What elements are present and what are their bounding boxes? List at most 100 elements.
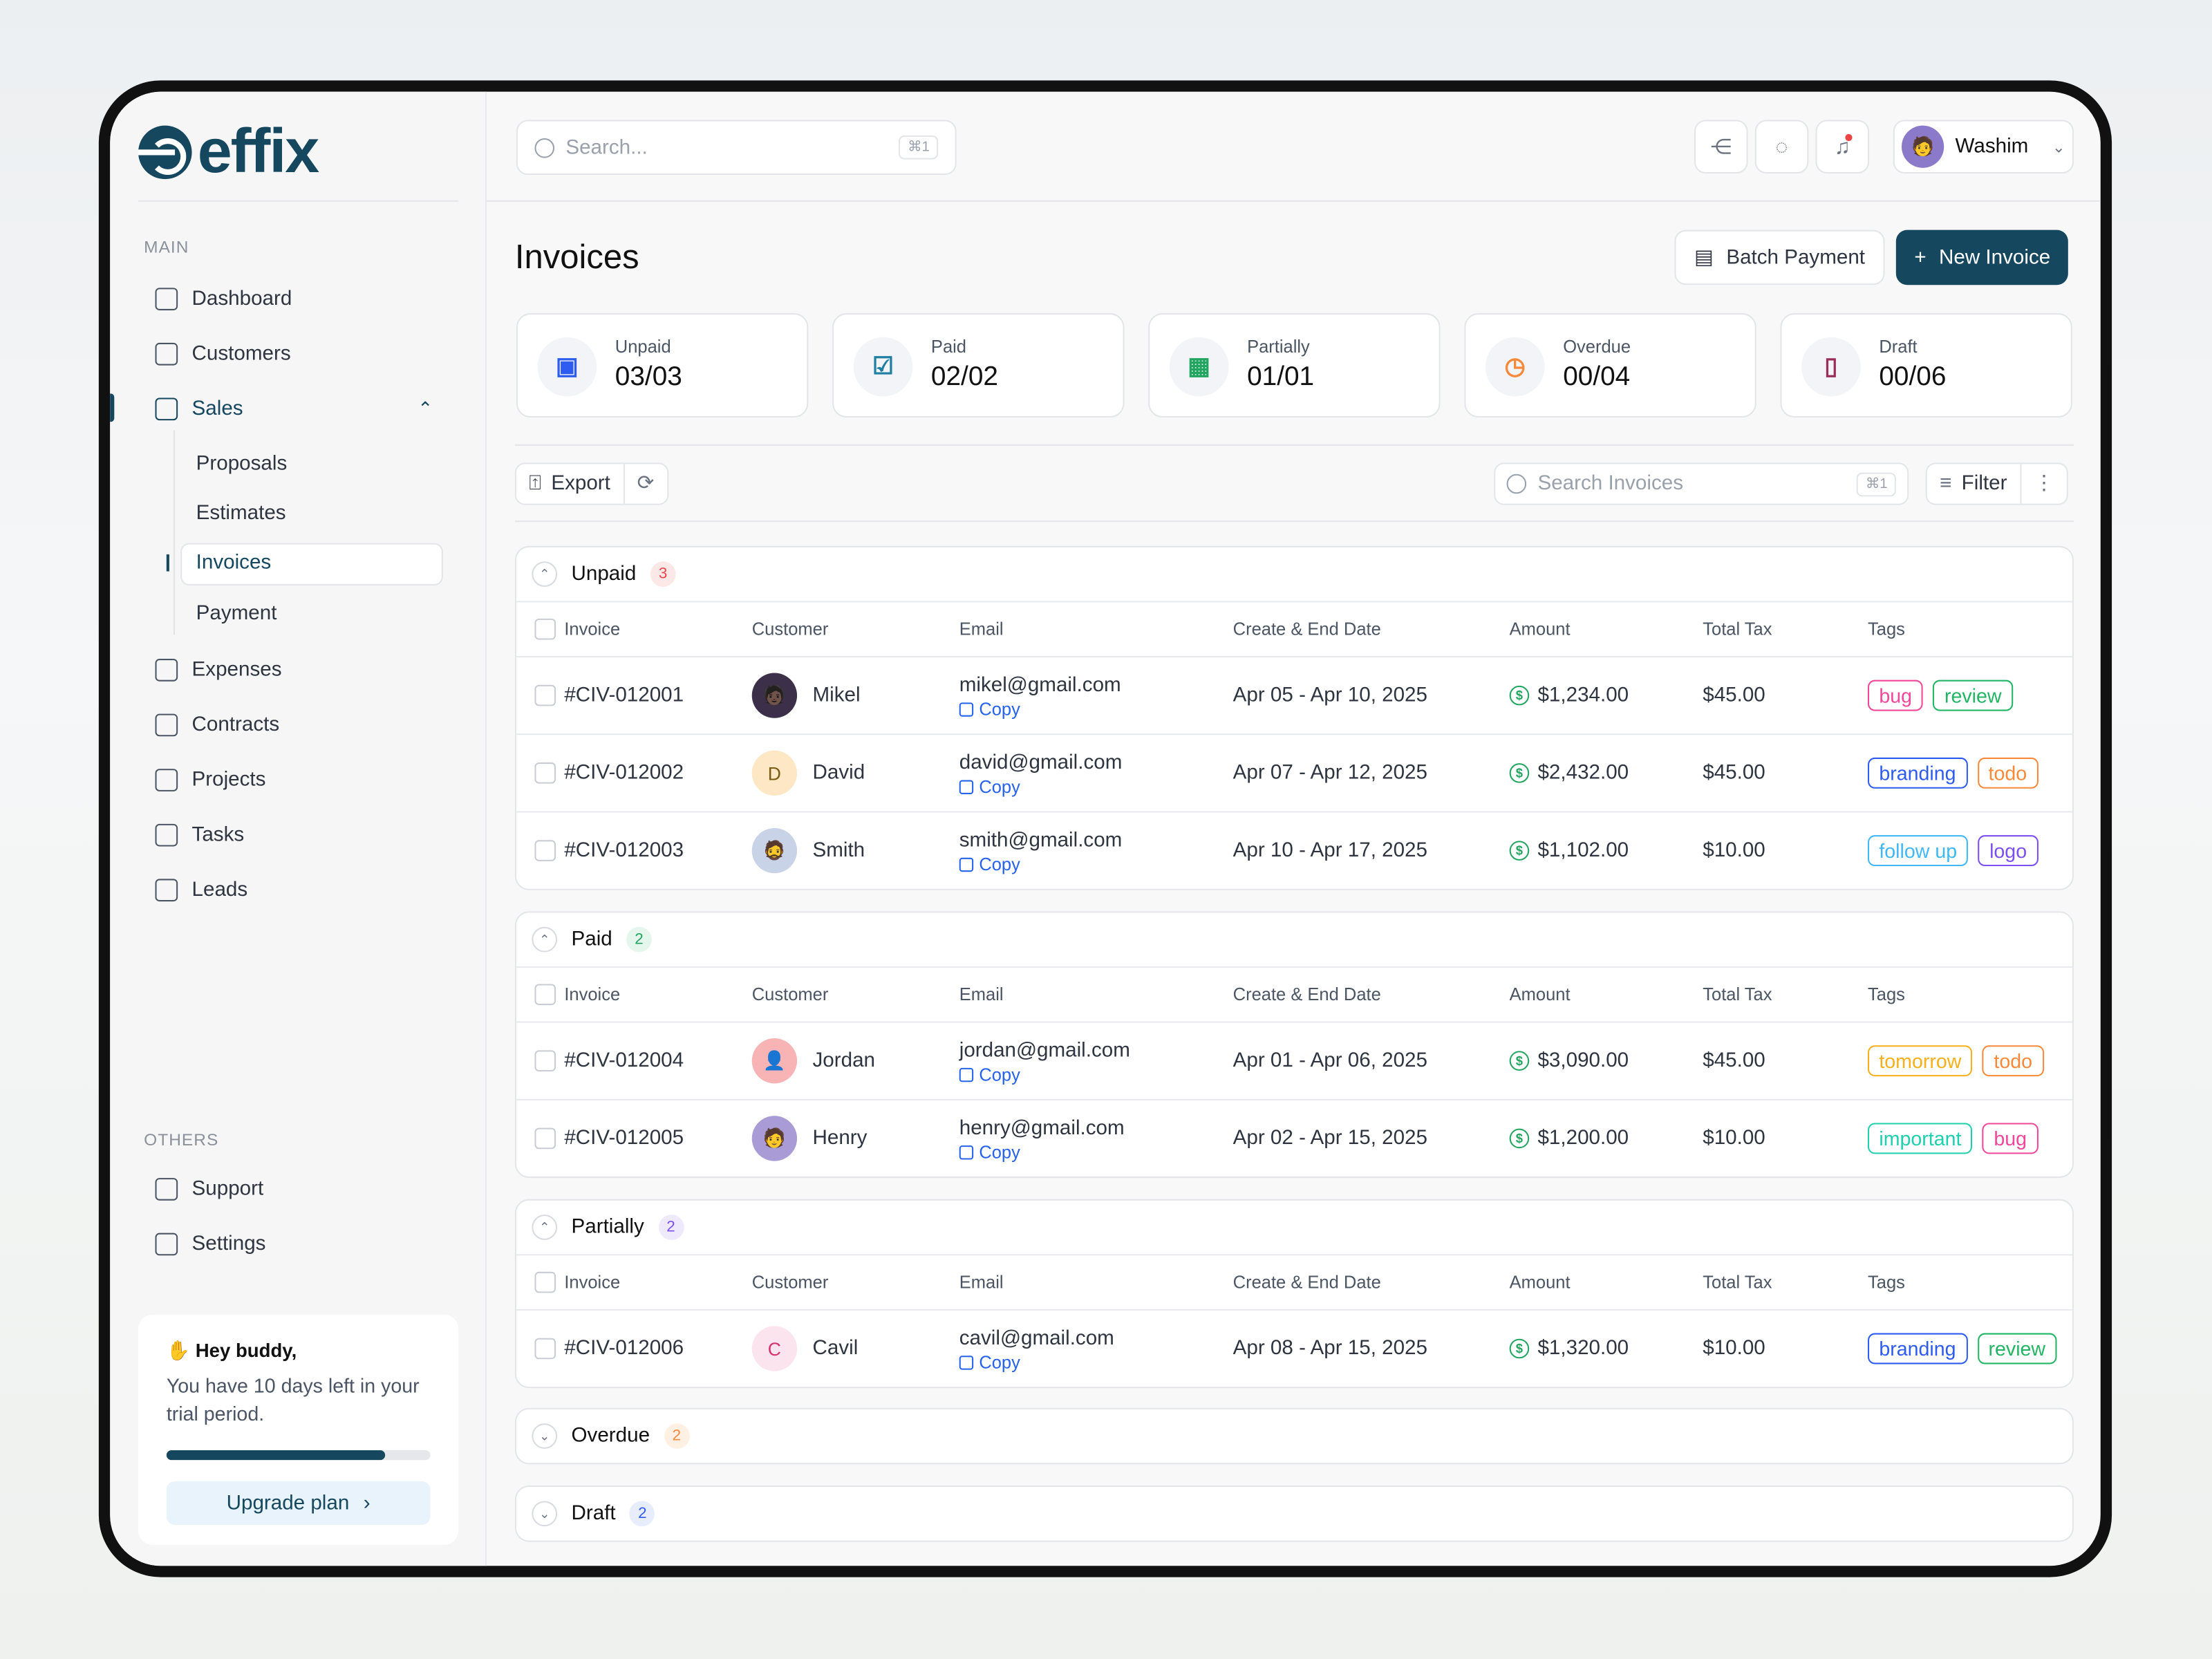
tag-badge[interactable]: tomorrow [1868, 1045, 1973, 1077]
new-invoice-button[interactable]: + New Invoice [1895, 229, 2069, 285]
sidebar-item-customers[interactable]: Customers [155, 337, 291, 371]
column-header: Email [959, 984, 1004, 1005]
sidebar-item-settings[interactable]: Settings [155, 1227, 265, 1261]
group-header[interactable]: ⌃ Unpaid 3 [516, 547, 2072, 601]
tag-badge[interactable]: branding [1868, 757, 1967, 789]
invoice-group-unpaid: ⌃ Unpaid 3 Invoice Customer Email Create & End… [514, 545, 2074, 890]
row-checkbox[interactable] [534, 762, 556, 784]
customer-name: Henry [812, 1127, 868, 1150]
select-all-checkbox[interactable] [534, 1271, 556, 1293]
invoice-id[interactable]: #CIV-012005 [564, 1127, 684, 1150]
filter-toolbar: ≡ Filter ⋮ [1925, 462, 2069, 505]
tag-badge[interactable]: branding [1868, 1333, 1967, 1365]
table-row[interactable]: #CIV-012001 🧑🏿 Mikel mikel@gmail.com Copy Apr… [516, 655, 2072, 733]
invoice-id[interactable]: #CIV-012006 [564, 1337, 684, 1360]
invoice-id[interactable]: #CIV-012003 [564, 839, 684, 862]
tag-badge[interactable]: bug [1983, 1123, 2038, 1154]
invoice-id[interactable]: #CIV-012001 [564, 684, 684, 707]
sidebar-subitem-proposals[interactable]: Proposals [196, 453, 288, 476]
stat-card-draft[interactable]: ▯ Draft 00/06 [1780, 313, 2072, 418]
copy-email-button[interactable]: Copy [959, 1065, 1130, 1085]
chevron-down-icon[interactable]: ⌄ [532, 1423, 558, 1449]
messages-button[interactable]: ◌ [1754, 120, 1809, 174]
row-checkbox[interactable] [534, 1050, 556, 1071]
share-button[interactable]: ⋲ [1694, 120, 1748, 174]
select-all-checkbox[interactable] [534, 618, 556, 640]
sidebar-item-sales[interactable]: Sales ⌃ [155, 392, 433, 426]
tag-badge[interactable]: follow up [1868, 835, 1969, 867]
export-button[interactable]: ⍐ Export [529, 472, 610, 496]
copy-email-button[interactable]: Copy [959, 1143, 1125, 1163]
batch-payment-button[interactable]: ▤ Batch Payment [1674, 229, 1885, 285]
sidebar-subitem-estimates[interactable]: Estimates [196, 502, 286, 525]
table-row[interactable]: #CIV-012004 👤 Jordan jordan@gmail.com Copy Ap… [516, 1021, 2072, 1099]
select-all-checkbox[interactable] [534, 984, 556, 1006]
table-row[interactable]: #CIV-012003 🧔 Smith smith@gmail.com Copy Apr … [516, 811, 2072, 888]
tag-badge[interactable]: important [1868, 1123, 1973, 1154]
upgrade-plan-button[interactable]: Upgrade plan › [166, 1481, 431, 1526]
stat-card-unpaid[interactable]: ▣ Unpaid 03/03 [516, 313, 809, 418]
global-search-input[interactable]: Search... ⌘1 [516, 120, 957, 176]
row-checkbox[interactable] [534, 1127, 556, 1150]
email: mikel@gmail.com [959, 674, 1121, 697]
total-tax: $45.00 [1703, 762, 1765, 785]
settings-icon [155, 1232, 178, 1256]
chevron-up-icon[interactable]: ⌃ [532, 561, 558, 587]
copy-icon [959, 780, 974, 794]
row-checkbox[interactable] [534, 840, 556, 861]
sidebar-subitem-invoices[interactable]: Invoices [196, 551, 272, 574]
sidebar-item-tasks[interactable]: Tasks [155, 818, 244, 852]
group-title: Overdue [571, 1425, 650, 1447]
dollar-icon: $ [1509, 1128, 1530, 1149]
row-checkbox[interactable] [534, 1338, 556, 1360]
sidebar-item-contracts[interactable]: Contracts [155, 708, 279, 742]
copy-email-button[interactable]: Copy [959, 777, 1123, 797]
tag-badge[interactable]: review [1977, 1333, 2057, 1365]
stat-card-partially[interactable]: ▦ Partially 01/01 [1148, 313, 1441, 418]
group-count-badge: 2 [664, 1423, 690, 1449]
copy-email-button[interactable]: Copy [959, 700, 1121, 720]
stat-label: Overdue [1563, 337, 1631, 357]
table-row[interactable]: #CIV-012002 D David david@gmail.com Copy Apr … [516, 733, 2072, 811]
group-header[interactable]: ⌄ Draft 2 [516, 1487, 2072, 1541]
invoice-search-input[interactable]: Search Invoices ⌘1 [1494, 462, 1909, 505]
refresh-button[interactable]: ⟳ [623, 464, 667, 504]
amount: $ $1,320.00 [1509, 1338, 1629, 1360]
group-header[interactable]: ⌄ Overdue 2 [516, 1409, 2072, 1463]
tag-badge[interactable]: todo [1977, 757, 2038, 789]
row-checkbox[interactable] [534, 684, 556, 706]
chevron-up-icon[interactable]: ⌃ [532, 926, 558, 953]
sidebar-item-dashboard[interactable]: Dashboard [155, 282, 292, 316]
group-header[interactable]: ⌃ Paid 2 [516, 912, 2072, 966]
search-icon [1506, 474, 1527, 494]
logo[interactable]: effix [138, 117, 319, 187]
invoice-id[interactable]: #CIV-012002 [564, 762, 684, 785]
more-options-button[interactable]: ⋮ [2019, 464, 2067, 504]
sidebar-item-support[interactable]: Support [155, 1172, 263, 1206]
sidebar-item-projects[interactable]: Projects [155, 763, 265, 797]
table-row[interactable]: #CIV-012006 C Cavil cavil@gmail.com Copy Apr … [516, 1309, 2072, 1387]
chevron-up-icon[interactable]: ⌃ [532, 1215, 558, 1240]
partially-status-icon: ▦ [1169, 337, 1229, 397]
table-row[interactable]: #CIV-012005 🧑 Henry henry@gmail.com Copy Apr … [516, 1098, 2072, 1177]
email: smith@gmail.com [959, 829, 1123, 852]
user-menu[interactable]: 🧑 Washim ⌄ [1893, 120, 2074, 174]
tasks-icon [155, 823, 178, 847]
tag-badge[interactable]: logo [1978, 835, 2038, 867]
invoice-id[interactable]: #CIV-012004 [564, 1049, 684, 1073]
tag-badge[interactable]: bug [1868, 679, 1924, 711]
copy-email-button[interactable]: Copy [959, 855, 1123, 874]
tag-badge[interactable]: todo [1983, 1045, 2044, 1077]
sidebar-subitem-payment[interactable]: Payment [196, 602, 277, 626]
group-header[interactable]: ⌃ Partially 2 [516, 1201, 2072, 1255]
sidebar-item-expenses[interactable]: Expenses [155, 653, 282, 687]
copy-email-button[interactable]: Copy [959, 1353, 1114, 1373]
notifications-button[interactable]: ♫ [1815, 120, 1870, 174]
stat-card-overdue[interactable]: ◷ Overdue 00/04 [1464, 313, 1756, 418]
stat-card-paid[interactable]: ☑ Paid 02/02 [832, 313, 1125, 418]
bell-icon: ♫ [1834, 134, 1850, 159]
filter-button[interactable]: ≡ Filter [1940, 472, 2007, 496]
tag-badge[interactable]: review [1933, 679, 2013, 711]
chevron-down-icon[interactable]: ⌄ [532, 1501, 558, 1527]
sidebar-item-leads[interactable]: Leads [155, 873, 247, 907]
